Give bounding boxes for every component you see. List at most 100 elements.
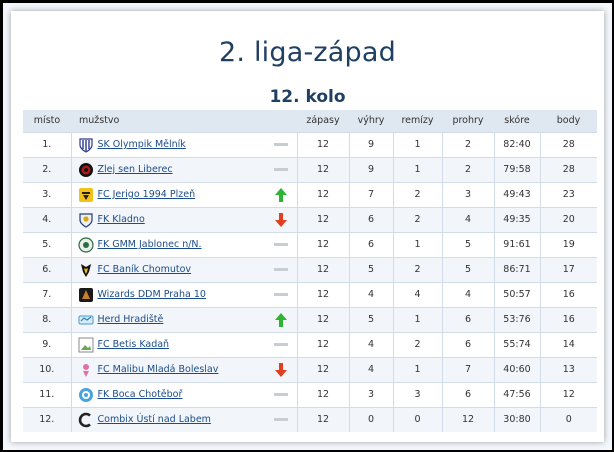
team-cell: FC Baník Chomutov	[70, 256, 265, 282]
draws-cell: 1	[392, 231, 442, 257]
losses-cell: 4	[441, 281, 494, 307]
place-cell: 9.	[23, 331, 71, 357]
score-cell: 82:40	[493, 131, 540, 157]
trend-cell	[265, 181, 297, 207]
losses-cell: 5	[441, 231, 494, 257]
olympik-logo-icon	[78, 137, 94, 153]
points-cell: 0	[539, 406, 597, 432]
team-cell: FC Malibu Mladá Boleslav	[70, 356, 265, 382]
losses-cell: 5	[441, 256, 494, 282]
team-link[interactable]: Combix Ústí nad Labem	[97, 414, 211, 426]
combix-logo-icon	[78, 412, 94, 428]
trend-up-icon	[274, 312, 287, 327]
team-cell: FC Betis Kadaň	[70, 331, 265, 357]
gmm-logo-icon	[77, 236, 94, 253]
trend-same-icon	[273, 243, 288, 246]
trend-cell	[265, 281, 297, 307]
score-cell: 50:57	[493, 281, 540, 307]
team-cell: Combix Ústí nad Labem	[70, 406, 265, 432]
team-link[interactable]: FC Betis Kadaň	[97, 339, 170, 350]
kladno-logo-icon	[78, 212, 94, 228]
draws-cell: 3	[392, 381, 442, 407]
team-cell: Herd Hradiště	[70, 306, 265, 332]
points-cell: 28	[539, 156, 597, 182]
trend-cell	[265, 256, 297, 282]
score-cell: 91:61	[493, 231, 540, 257]
team-link[interactable]: FK Boca Chotěboř	[97, 389, 183, 400]
team-cell: FK Kladno	[70, 206, 265, 232]
played-cell: 12	[296, 331, 349, 357]
losses-cell: 6	[441, 331, 494, 357]
team-cell: FK Boca Chotěboř	[70, 381, 265, 407]
score-cell: 86:71	[493, 256, 540, 282]
team-link[interactable]: Wizards DDM Praha 10	[97, 289, 206, 300]
draws-cell: 2	[392, 206, 442, 232]
place-cell: 12.	[23, 406, 71, 432]
score-cell: 53:76	[493, 306, 540, 332]
trend-same-icon	[273, 143, 288, 146]
wins-cell: 5	[348, 306, 393, 332]
table-row: 10. FC Malibu Mladá Boleslav 12 4 1 7 40:60 13	[23, 356, 597, 382]
draws-cell: 1	[392, 356, 442, 382]
score-cell: 47:56	[493, 381, 540, 407]
place-cell: 7.	[23, 281, 71, 307]
wins-cell: 0	[348, 406, 393, 432]
draws-cell: 1	[392, 131, 442, 157]
trend-cell	[265, 306, 297, 332]
col-header-trend	[265, 110, 297, 132]
losses-cell: 4	[441, 206, 494, 232]
trend-cell	[265, 206, 297, 232]
team-link[interactable]: SK Olympik Mělník	[97, 139, 186, 150]
team-cell: SK Olympik Mělník	[70, 131, 265, 157]
place-cell: 2.	[23, 156, 71, 182]
team-link[interactable]: FK GMM Jablonec n/N.	[97, 239, 202, 250]
points-cell: 19	[539, 231, 597, 257]
trend-down-icon	[274, 362, 287, 377]
trend-same-icon	[273, 418, 288, 422]
trend-cell	[265, 356, 297, 382]
team-link[interactable]: FK Kladno	[97, 214, 145, 225]
team-link[interactable]: FC Malibu Mladá Boleslav	[97, 364, 219, 375]
table-row: 2. Zlej sen Liberec 12 9 1 2 79:58 28	[23, 156, 597, 182]
trend-same-icon	[273, 393, 288, 396]
wins-cell: 6	[348, 206, 393, 232]
score-cell: 40:60	[493, 356, 540, 382]
losses-cell: 6	[441, 306, 494, 332]
trend-same-icon	[273, 168, 288, 171]
points-cell: 28	[539, 131, 597, 157]
score-cell: 49:43	[493, 181, 540, 207]
losses-cell: 2	[441, 131, 494, 157]
losses-cell: 7	[441, 356, 494, 382]
standings-table: místo mužstvo zápasy výhry remízy prohry…	[23, 110, 597, 432]
team-link[interactable]: Zlej sen Liberec	[97, 164, 173, 175]
score-cell: 79:58	[493, 156, 540, 182]
col-header-points: body	[556, 115, 581, 127]
table-row: 5. FK GMM Jablonec n/N. 12 6 1 5 91:61 19	[23, 231, 597, 257]
team-link[interactable]: Herd Hradiště	[97, 314, 164, 325]
wins-cell: 9	[348, 156, 393, 182]
table-row: 11. FK Boca Chotěboř 12 3 3 6 47:56 12	[23, 381, 597, 407]
place-cell: 6.	[23, 256, 71, 282]
zlej-sen-logo-icon	[78, 162, 94, 178]
team-link[interactable]: FC Baník Chomutov	[97, 264, 192, 275]
team-cell: Wizards DDM Praha 10	[70, 281, 265, 307]
place-cell: 10.	[23, 356, 71, 382]
team-cell: FC Jerigo 1994 Plzeň	[70, 181, 265, 207]
table-row: 8. Herd Hradiště 12 5 1 6 53:76 16	[23, 306, 597, 332]
score-cell: 49:35	[493, 206, 540, 232]
draws-cell: 2	[392, 256, 442, 282]
points-cell: 20	[539, 206, 597, 232]
wins-cell: 4	[348, 356, 393, 382]
round-subtitle: 12. kolo	[269, 87, 346, 107]
wins-cell: 4	[348, 281, 393, 307]
wins-cell: 9	[348, 131, 393, 157]
place-cell: 5.	[23, 231, 71, 257]
played-cell: 12	[296, 406, 349, 432]
played-cell: 12	[296, 306, 349, 332]
played-cell: 12	[296, 131, 349, 157]
trend-cell	[265, 381, 297, 407]
draws-cell: 0	[392, 406, 442, 432]
team-link[interactable]: FC Jerigo 1994 Plzeň	[97, 189, 196, 200]
wins-cell: 3	[348, 381, 393, 407]
